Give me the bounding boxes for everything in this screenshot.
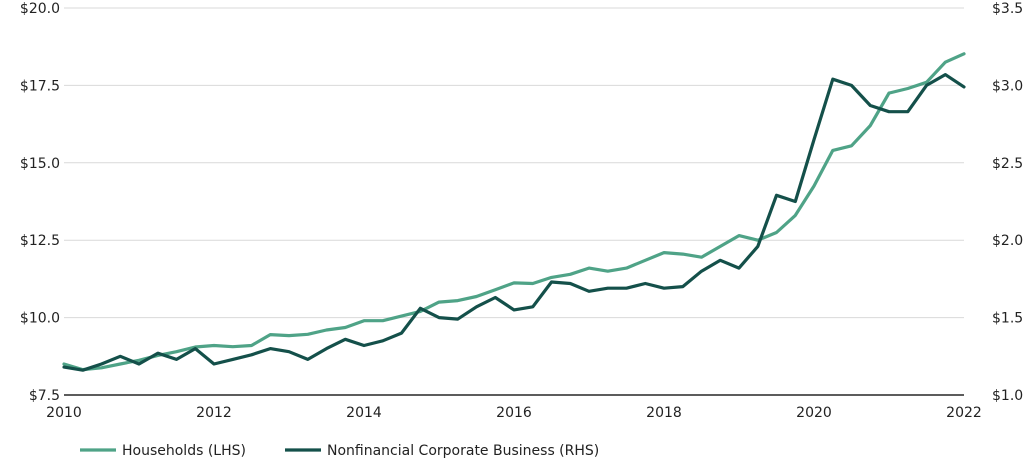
left-tick-label: $12.5 — [20, 233, 60, 249]
x-tick-label: 2010 — [46, 405, 82, 421]
left-tick-label: $17.5 — [20, 78, 60, 94]
x-tick-label: 2014 — [346, 405, 382, 421]
left-tick-label: $15.0 — [20, 156, 60, 172]
right-tick-label: $1.0 — [992, 388, 1023, 404]
x-tick-label: 2016 — [496, 405, 532, 421]
left-tick-label: $10.0 — [20, 311, 60, 327]
left-axis-tick-labels: $7.5 $10.0 $12.5 $15.0 $17.5 $20.0 — [20, 1, 60, 404]
right-tick-label: $2.5 — [992, 156, 1023, 172]
right-tick-label: $2.0 — [992, 233, 1023, 249]
x-tick-label: 2018 — [646, 405, 682, 421]
right-tick-label: $3.5 — [992, 1, 1023, 17]
right-tick-label: $3.0 — [992, 78, 1023, 94]
x-axis-tick-labels: 2010 2012 2014 2016 2018 2020 2022 — [46, 405, 982, 421]
right-tick-label: $1.5 — [992, 311, 1023, 327]
gridlines — [64, 7, 964, 319]
series-lines — [62, 52, 966, 372]
series-line-2 — [62, 72, 966, 372]
x-tick-label: 2012 — [196, 405, 232, 421]
left-tick-label: $7.5 — [29, 388, 60, 404]
x-tick-label: 2022 — [946, 405, 982, 421]
series-line-1 — [62, 52, 966, 372]
left-tick-label: $20.0 — [20, 1, 60, 17]
x-tick-label: 2020 — [796, 405, 832, 421]
right-axis-tick-labels: $1.0 $1.5 $2.0 $2.5 $3.0 $3.5 — [992, 1, 1023, 404]
legend-label: Nonfinancial Corporate Business (RHS) — [327, 443, 599, 459]
legend: Households (LHS) Nonfinancial Corporate B… — [80, 443, 599, 459]
legend-label: Households (LHS) — [122, 443, 246, 459]
